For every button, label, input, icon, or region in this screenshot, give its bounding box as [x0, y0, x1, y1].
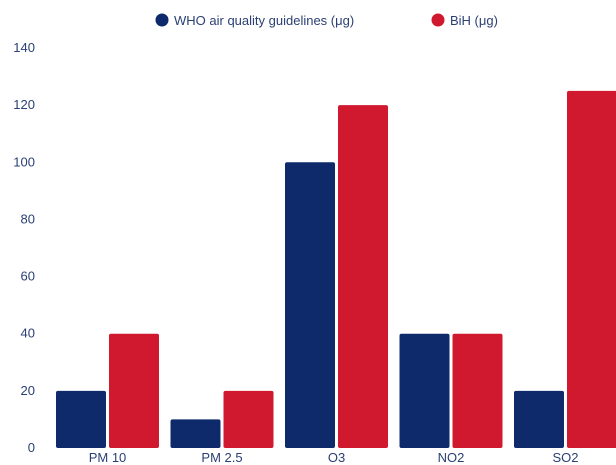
x-tick-label-1: PM 2.5 [201, 450, 242, 465]
y-tick-label-7: 140 [13, 40, 35, 55]
legend-marker-1 [431, 13, 445, 27]
y-tick-label-4: 80 [21, 211, 35, 226]
x-tick-label-4: SO2 [552, 450, 578, 465]
x-tick-label-0: PM 10 [89, 450, 127, 465]
legend-label-1: BiH (μg) [450, 13, 498, 28]
bar-1-2 [338, 105, 388, 449]
bar-1-3 [452, 333, 503, 448]
y-tick-label-2: 40 [21, 326, 35, 341]
bar-1-0 [109, 333, 159, 448]
bar-0-3 [399, 333, 450, 448]
legend-marker-0 [155, 13, 169, 27]
bar-0-2 [285, 162, 335, 449]
bar-1-4 [567, 90, 616, 448]
bar-0-1 [170, 419, 221, 448]
legend-label-0: WHO air quality guidelines (μg) [174, 13, 354, 28]
x-tick-label-2: O3 [328, 450, 345, 465]
bar-1-1 [223, 390, 274, 448]
y-tick-label-6: 120 [13, 97, 35, 112]
y-tick-label-3: 60 [21, 269, 35, 284]
bar-0-4 [514, 390, 564, 448]
x-axis: PM 10 PM 2.5 O3 NO2 SO2 [89, 450, 579, 465]
bar-0-0 [56, 390, 106, 448]
y-tick-label-5: 100 [13, 154, 35, 169]
y-tick-label-0: 0 [28, 440, 35, 455]
y-axis: 0 20 40 60 80 100 120 140 [13, 40, 35, 455]
y-tick-label-1: 20 [21, 383, 35, 398]
legend: WHO air quality guidelines (μg) BiH (μg) [155, 13, 498, 28]
x-tick-label-3: NO2 [438, 450, 465, 465]
bars [56, 90, 616, 449]
